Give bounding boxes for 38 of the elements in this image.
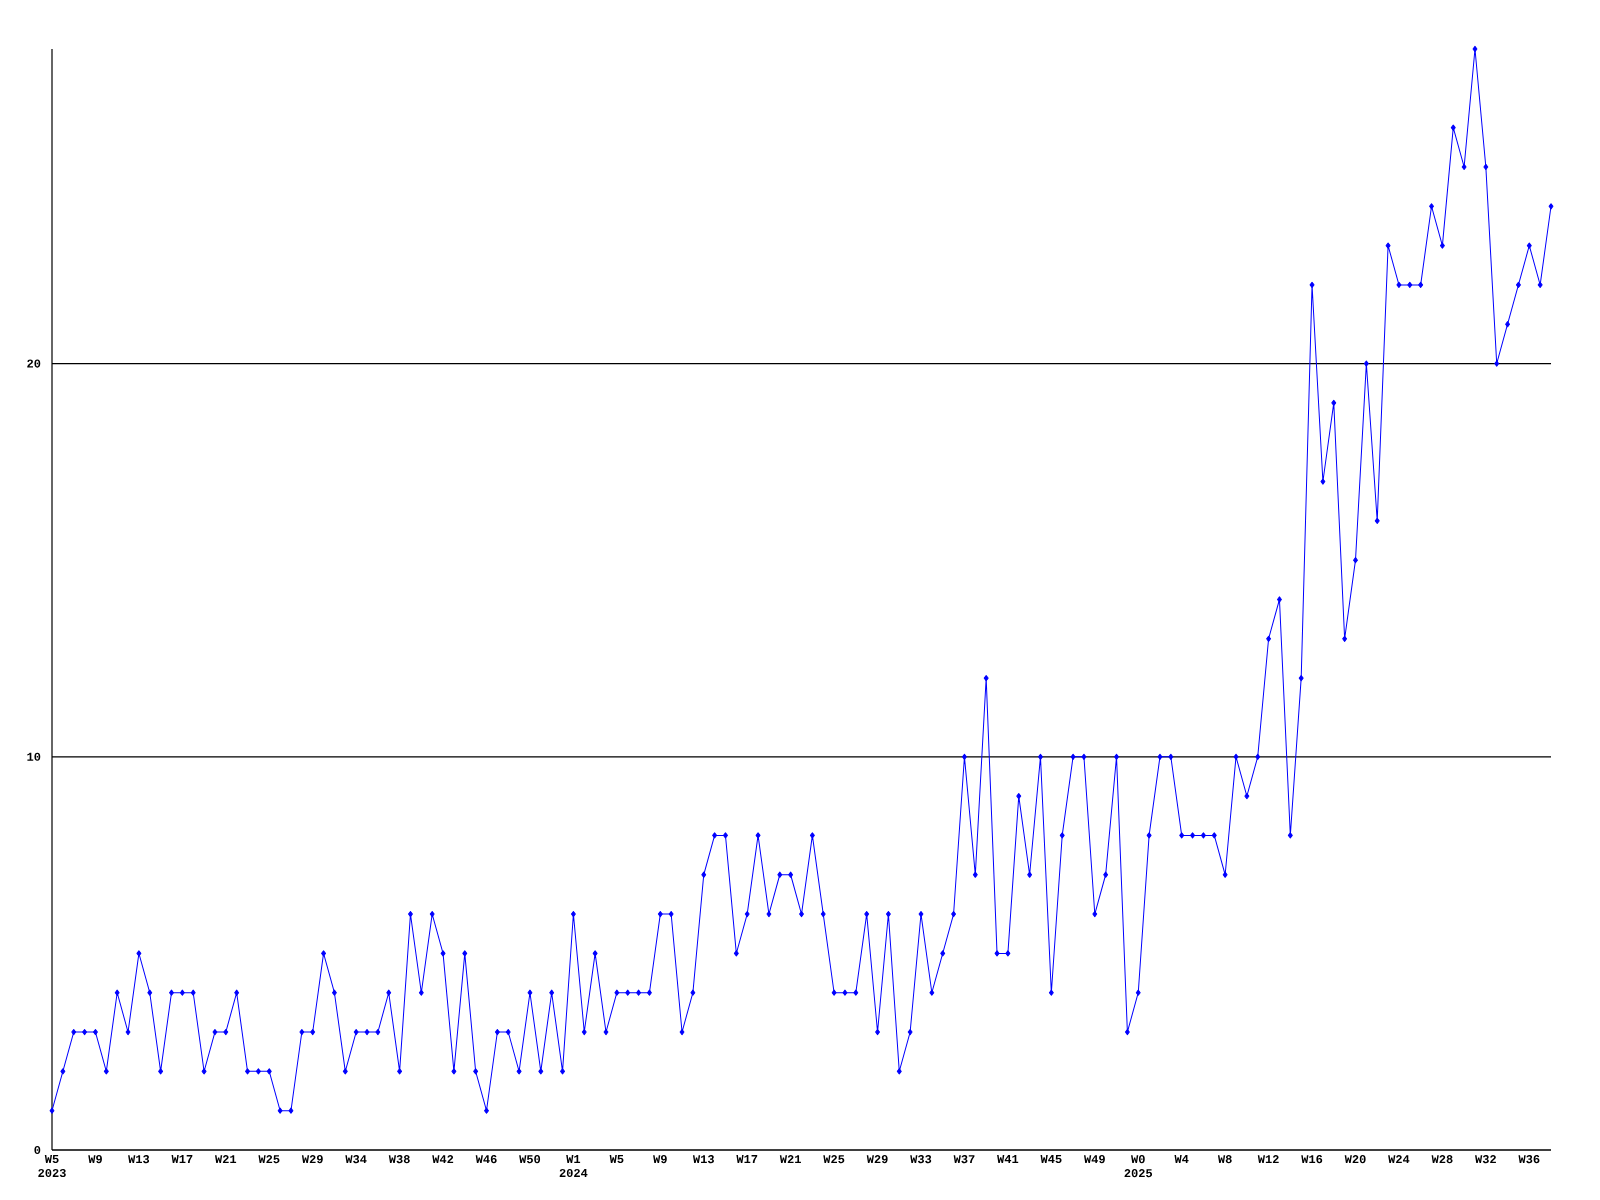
x-tick-label: W8 — [1217, 1155, 1232, 1164]
x-tick-label: W13 — [692, 1155, 714, 1164]
x-tick-label: W21 — [779, 1155, 801, 1164]
x-tick-label: W0 2025 — [1124, 1155, 1153, 1178]
x-tick-label: W25 — [823, 1155, 845, 1164]
x-tick-label: W28 — [1431, 1155, 1453, 1164]
x-tick-label: W24 — [1388, 1155, 1410, 1164]
x-tick-label: W5 — [609, 1155, 624, 1164]
x-tick-label: W16 — [1301, 1155, 1323, 1164]
x-tick-label: W29 — [866, 1155, 888, 1164]
x-tick-label: W4 — [1174, 1155, 1189, 1163]
x-tick-label: W41 — [997, 1155, 1019, 1163]
x-tick-label: W5 2023 — [38, 1155, 66, 1178]
x-tick-label: W21 — [215, 1155, 237, 1164]
x-tick-label: W25 — [258, 1155, 280, 1164]
x-tick-label: W32 — [1475, 1155, 1496, 1164]
x-tick-label: W45 — [1040, 1155, 1062, 1164]
x-tick-label: W42 — [432, 1155, 454, 1164]
y-tick-label: 0 — [34, 1145, 41, 1155]
x-tick-label: W38 — [388, 1155, 410, 1164]
y-tick-label: 20 — [27, 359, 41, 368]
x-tick-label: W34 — [345, 1155, 367, 1164]
x-tick-label: W46 — [475, 1155, 497, 1164]
x-tick-label: W49 — [1083, 1155, 1105, 1164]
x-tick-label: W13 — [128, 1155, 150, 1164]
x-tick-label: W9 — [88, 1155, 102, 1164]
x-tick-label: W12 — [1257, 1155, 1279, 1164]
x-tick-label: W17 — [736, 1155, 758, 1163]
x-tick-label: W33 — [910, 1155, 932, 1164]
x-tick-label: W1 2024 — [559, 1155, 588, 1178]
y-tick-label: 10 — [27, 752, 41, 761]
x-tick-label: W37 — [953, 1155, 975, 1164]
x-tick-label: W20 — [1344, 1155, 1366, 1164]
x-tick-label: W17 — [171, 1155, 193, 1163]
x-tick-label: W36 — [1518, 1155, 1540, 1164]
x-tick-label: W29 — [301, 1155, 323, 1164]
x-tick-label: W9 — [653, 1155, 667, 1164]
x-tick-label: W50 — [519, 1155, 541, 1164]
